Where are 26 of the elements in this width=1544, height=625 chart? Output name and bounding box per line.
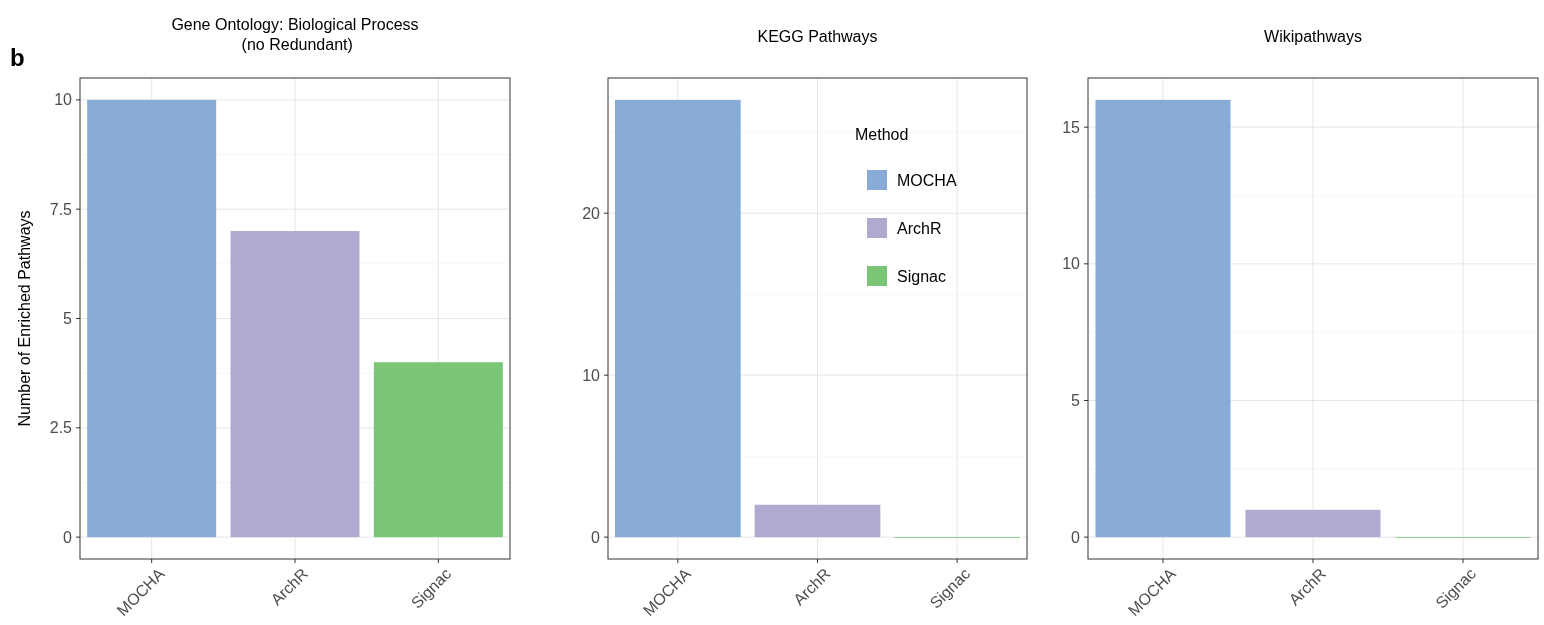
- y-tick-label: 20: [582, 204, 601, 222]
- legend-label: MOCHA: [897, 171, 957, 189]
- legend-label: Signac: [897, 267, 946, 285]
- chart-title: KEGG Pathways: [757, 28, 878, 45]
- y-tick-label: 0: [591, 528, 601, 546]
- chart-title: Gene Ontology: Biological Process (no Redundant): [171, 16, 419, 53]
- y-axis-title: Number of Enriched Pathways: [16, 210, 33, 427]
- bar: [87, 99, 217, 538]
- chart-title: Wikipathways: [1264, 28, 1362, 45]
- y-tick-label: 0: [1071, 528, 1081, 546]
- bar: [230, 231, 360, 538]
- y-tick-label: 10: [1062, 255, 1081, 273]
- y-tick-label: 5: [63, 310, 73, 328]
- y-tick-label: 5: [1071, 392, 1081, 410]
- bar: [373, 362, 503, 538]
- y-tick-label: 10: [582, 366, 601, 384]
- bar: [1245, 509, 1381, 538]
- y-tick-label: 15: [1062, 118, 1081, 136]
- y-tick-label: 7.5: [49, 200, 73, 218]
- text: b: [10, 44, 25, 71]
- y-tick-label: 0: [63, 528, 73, 546]
- bar: [1095, 99, 1231, 538]
- y-tick-label: 2.5: [49, 419, 73, 437]
- y-tick-label: 10: [54, 91, 73, 109]
- legend-label: ArchR: [897, 219, 942, 237]
- legend-title: Method: [855, 126, 909, 143]
